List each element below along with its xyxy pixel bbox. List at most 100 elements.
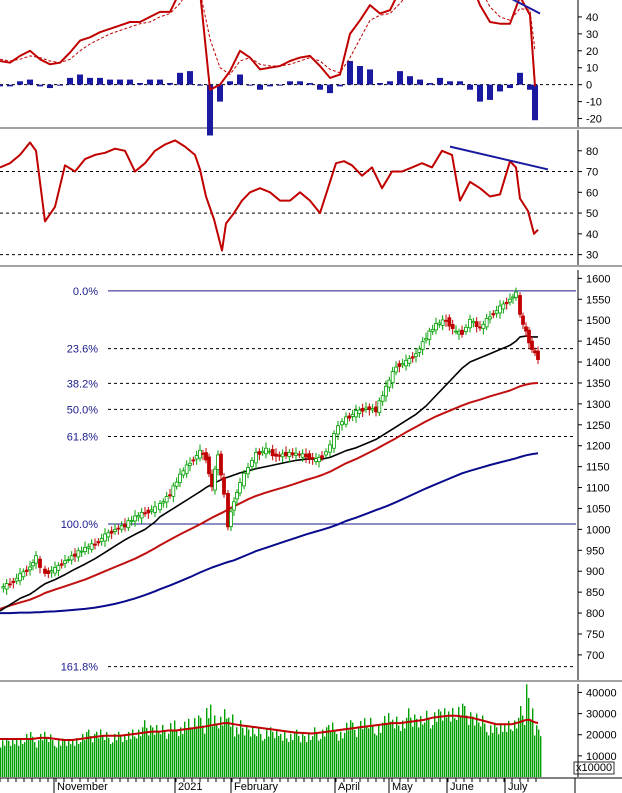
macd-histogram-bar	[367, 69, 373, 85]
macd-histogram-bar	[0, 84, 3, 87]
candle-body	[49, 570, 54, 573]
candle-body	[437, 322, 442, 325]
volume-bar	[370, 717, 372, 777]
volume-bar	[106, 732, 108, 777]
candle-body	[96, 541, 101, 544]
volume-bar	[282, 740, 284, 777]
volume-bar	[252, 727, 254, 777]
candle-body	[304, 453, 308, 458]
candle-body	[360, 407, 365, 412]
volume-bar	[44, 731, 46, 777]
candle-body	[257, 451, 262, 455]
volume-bar	[426, 710, 428, 777]
macd-histogram-bar	[57, 84, 63, 86]
candle-body	[504, 301, 509, 305]
candle-body	[210, 473, 214, 488]
volume-bar	[14, 744, 16, 777]
candle-body	[397, 363, 402, 367]
candle-body	[56, 565, 61, 571]
candle-body	[300, 453, 305, 458]
volume-bar	[178, 736, 180, 777]
volume-bar	[220, 716, 222, 777]
macd-histogram-bar	[217, 84, 223, 102]
candle-body	[414, 353, 418, 357]
volume-bar	[334, 729, 336, 777]
volume-bar	[20, 738, 22, 777]
volume-bar	[374, 733, 376, 777]
candle-body	[254, 452, 258, 464]
candle-body	[216, 454, 220, 470]
macd-histogram-bar	[397, 71, 403, 85]
candle-body	[161, 501, 166, 504]
candle-body	[119, 525, 124, 530]
candle-body	[123, 523, 127, 528]
volume-bar	[424, 722, 426, 777]
volume-bar	[366, 726, 368, 777]
candle-body	[83, 546, 87, 552]
volume-bar	[200, 717, 202, 777]
volume-bar	[512, 731, 514, 777]
volume-bar	[386, 724, 388, 777]
fibonacci-label: 161.8%	[61, 662, 99, 674]
candle-body	[43, 568, 47, 574]
candle-body	[53, 567, 57, 574]
volume-bar	[314, 727, 316, 777]
volume-bar	[212, 726, 214, 777]
price-tick-label: 1050	[586, 503, 610, 515]
volume-bar	[28, 740, 30, 777]
volume-bar	[452, 708, 454, 777]
volume-bar	[98, 738, 100, 777]
month-label: April	[338, 781, 360, 793]
candle-body	[387, 379, 392, 388]
axis-layer: -20 -10 0 10 20 30 40 30 40 50 60 70 80 0.0% 23.6% 38.2…	[0, 12, 622, 793]
candle-body	[377, 400, 382, 414]
volume-bar	[216, 723, 218, 777]
volume-bar	[128, 731, 130, 777]
volume-bar	[434, 712, 436, 777]
macd-histogram-bar	[437, 77, 443, 85]
candle-body	[457, 331, 461, 335]
candle-body	[317, 457, 321, 463]
volume-bar	[330, 732, 332, 777]
candle-body	[136, 515, 141, 518]
volume-bar	[156, 724, 158, 777]
volume-bar	[80, 742, 82, 777]
candle-body	[527, 329, 531, 344]
volume-bar	[278, 735, 280, 777]
price-tick-label: 1300	[586, 399, 610, 411]
volume-bar	[234, 736, 236, 777]
macd-histogram-bar	[267, 84, 273, 87]
candle-body	[219, 453, 223, 476]
candle-body	[440, 319, 445, 326]
volume-bar	[6, 738, 8, 777]
candle-body	[63, 560, 67, 564]
volume-bar	[150, 725, 152, 777]
rsi-tick-label: 80	[586, 146, 598, 158]
candle-body	[357, 409, 362, 414]
candle-body	[400, 363, 405, 366]
candle-body	[109, 530, 114, 534]
volume-bar	[132, 729, 134, 777]
candle-body	[310, 457, 315, 460]
candle-body	[347, 415, 352, 419]
volume-bar	[530, 720, 532, 777]
volume-bar	[202, 725, 204, 777]
candle-body	[427, 330, 432, 340]
rsi-tick-label: 70	[586, 167, 598, 179]
candle-body	[511, 296, 515, 299]
volume-bar	[270, 727, 272, 777]
volume-bar	[218, 728, 220, 777]
candle-body	[73, 553, 77, 557]
volume-bar	[130, 738, 132, 777]
candle-body	[524, 326, 528, 332]
price-tick-label: 1500	[586, 315, 610, 327]
price-tick-label: 1450	[586, 336, 610, 348]
volume-bar	[520, 705, 522, 777]
volume-bar	[208, 718, 210, 777]
candle-body	[484, 318, 489, 328]
candle-body	[454, 330, 458, 333]
macd-tick-label: 20	[586, 46, 598, 58]
volume-bar	[318, 740, 320, 777]
volume-bar	[432, 725, 434, 777]
volume-bar	[404, 728, 406, 777]
